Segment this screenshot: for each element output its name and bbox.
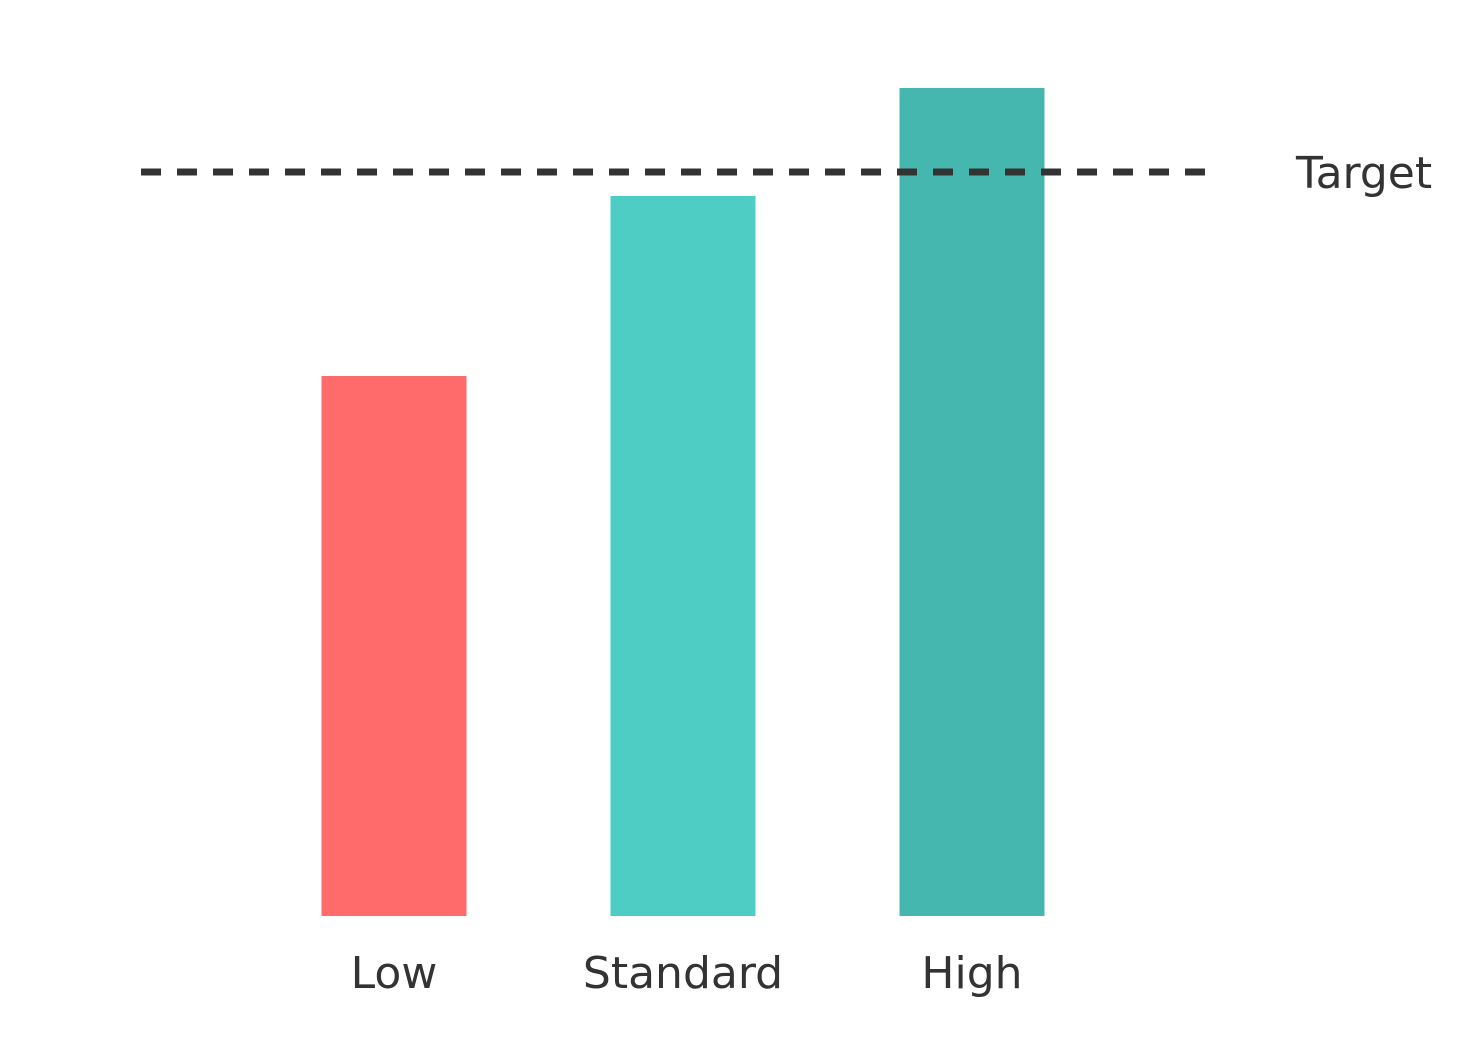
category-label-standard: Standard [583, 948, 783, 999]
category-label-high: High [921, 948, 1022, 999]
reference-line-layer: Target [141, 148, 1432, 199]
category-label-low: Low [351, 948, 438, 999]
bar-standard [610, 196, 756, 916]
category-labels-layer: Low Standard High [351, 948, 1023, 999]
bar-high [899, 88, 1045, 916]
bars-layer [321, 88, 1045, 916]
bar-low [321, 376, 467, 916]
target-label: Target [1295, 148, 1432, 199]
